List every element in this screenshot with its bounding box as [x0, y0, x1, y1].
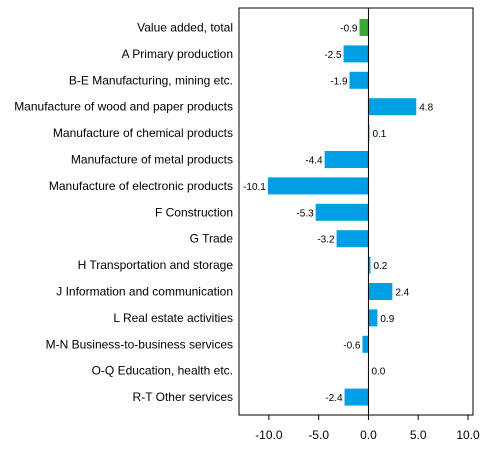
data-label: 4.8	[419, 103, 433, 114]
category-label: L Real estate activities	[113, 311, 233, 325]
category-label: Manufacture of chemical products	[53, 126, 233, 140]
data-label: 0.0	[371, 367, 385, 378]
bars: -0.9 -2.5 -1.9 4.8 0.1 -4.4 -10.1 -5.3 -3.2 0.2 2.…	[243, 19, 434, 406]
bar	[349, 71, 369, 89]
data-label: -10.1	[243, 182, 266, 193]
plot-area	[238, 7, 474, 416]
bar	[267, 177, 369, 195]
category-label: B-E Manufacturing, mining etc.	[69, 73, 233, 87]
bar	[324, 151, 369, 168]
bar	[336, 230, 369, 248]
bar	[368, 283, 393, 300]
x-tick-label: 5.0	[410, 428, 427, 442]
x-tick-label: 0.0	[360, 428, 377, 442]
bar	[368, 98, 417, 116]
category-label: J Information and communication	[56, 285, 233, 299]
category-label: F Construction	[155, 205, 233, 219]
category-label: O-Q Education, health etc.	[92, 364, 233, 378]
x-tick-label: 10.0	[456, 428, 480, 442]
data-label: 2.4	[395, 288, 409, 299]
data-label: 0.9	[380, 314, 394, 325]
data-label: -4.4	[305, 156, 323, 167]
data-label: 0.2	[373, 261, 387, 272]
bar	[344, 388, 369, 406]
x-tick-label: -10.0	[255, 428, 283, 442]
data-label: -0.9	[340, 24, 358, 35]
bar	[315, 203, 369, 221]
data-label: -3.2	[317, 235, 335, 246]
data-label: -0.6	[343, 340, 361, 351]
category-label: Manufacture of electronic products	[49, 179, 233, 193]
category-label: Value added, total	[137, 21, 233, 35]
data-label: -2.5	[324, 50, 342, 61]
bar	[368, 256, 371, 274]
data-label: -2.4	[325, 393, 343, 404]
category-label: H Transportation and storage	[78, 258, 234, 272]
bar	[362, 335, 369, 353]
x-tick-label: -5.0	[308, 428, 329, 442]
category-label: Manufacture of wood and paper products	[14, 100, 233, 114]
data-label: -5.3	[296, 208, 314, 219]
category-label: G Trade	[190, 232, 234, 246]
data-label: 0.1	[372, 129, 386, 140]
bar	[343, 45, 369, 63]
category-labels: Value added, total A Primary production B-…	[14, 21, 233, 405]
category-label: Manufacture of metal products	[71, 153, 233, 167]
category-label: R-T Other services	[133, 390, 233, 404]
x-axis-ticks: -10.0 -5.0 0.0 5.0 10.0	[255, 415, 480, 442]
bar	[359, 19, 369, 36]
category-label: A Primary production	[122, 47, 233, 61]
bar	[368, 309, 378, 327]
category-label: M-N Business-to-business services	[46, 337, 233, 351]
data-label: -1.9	[330, 76, 348, 87]
